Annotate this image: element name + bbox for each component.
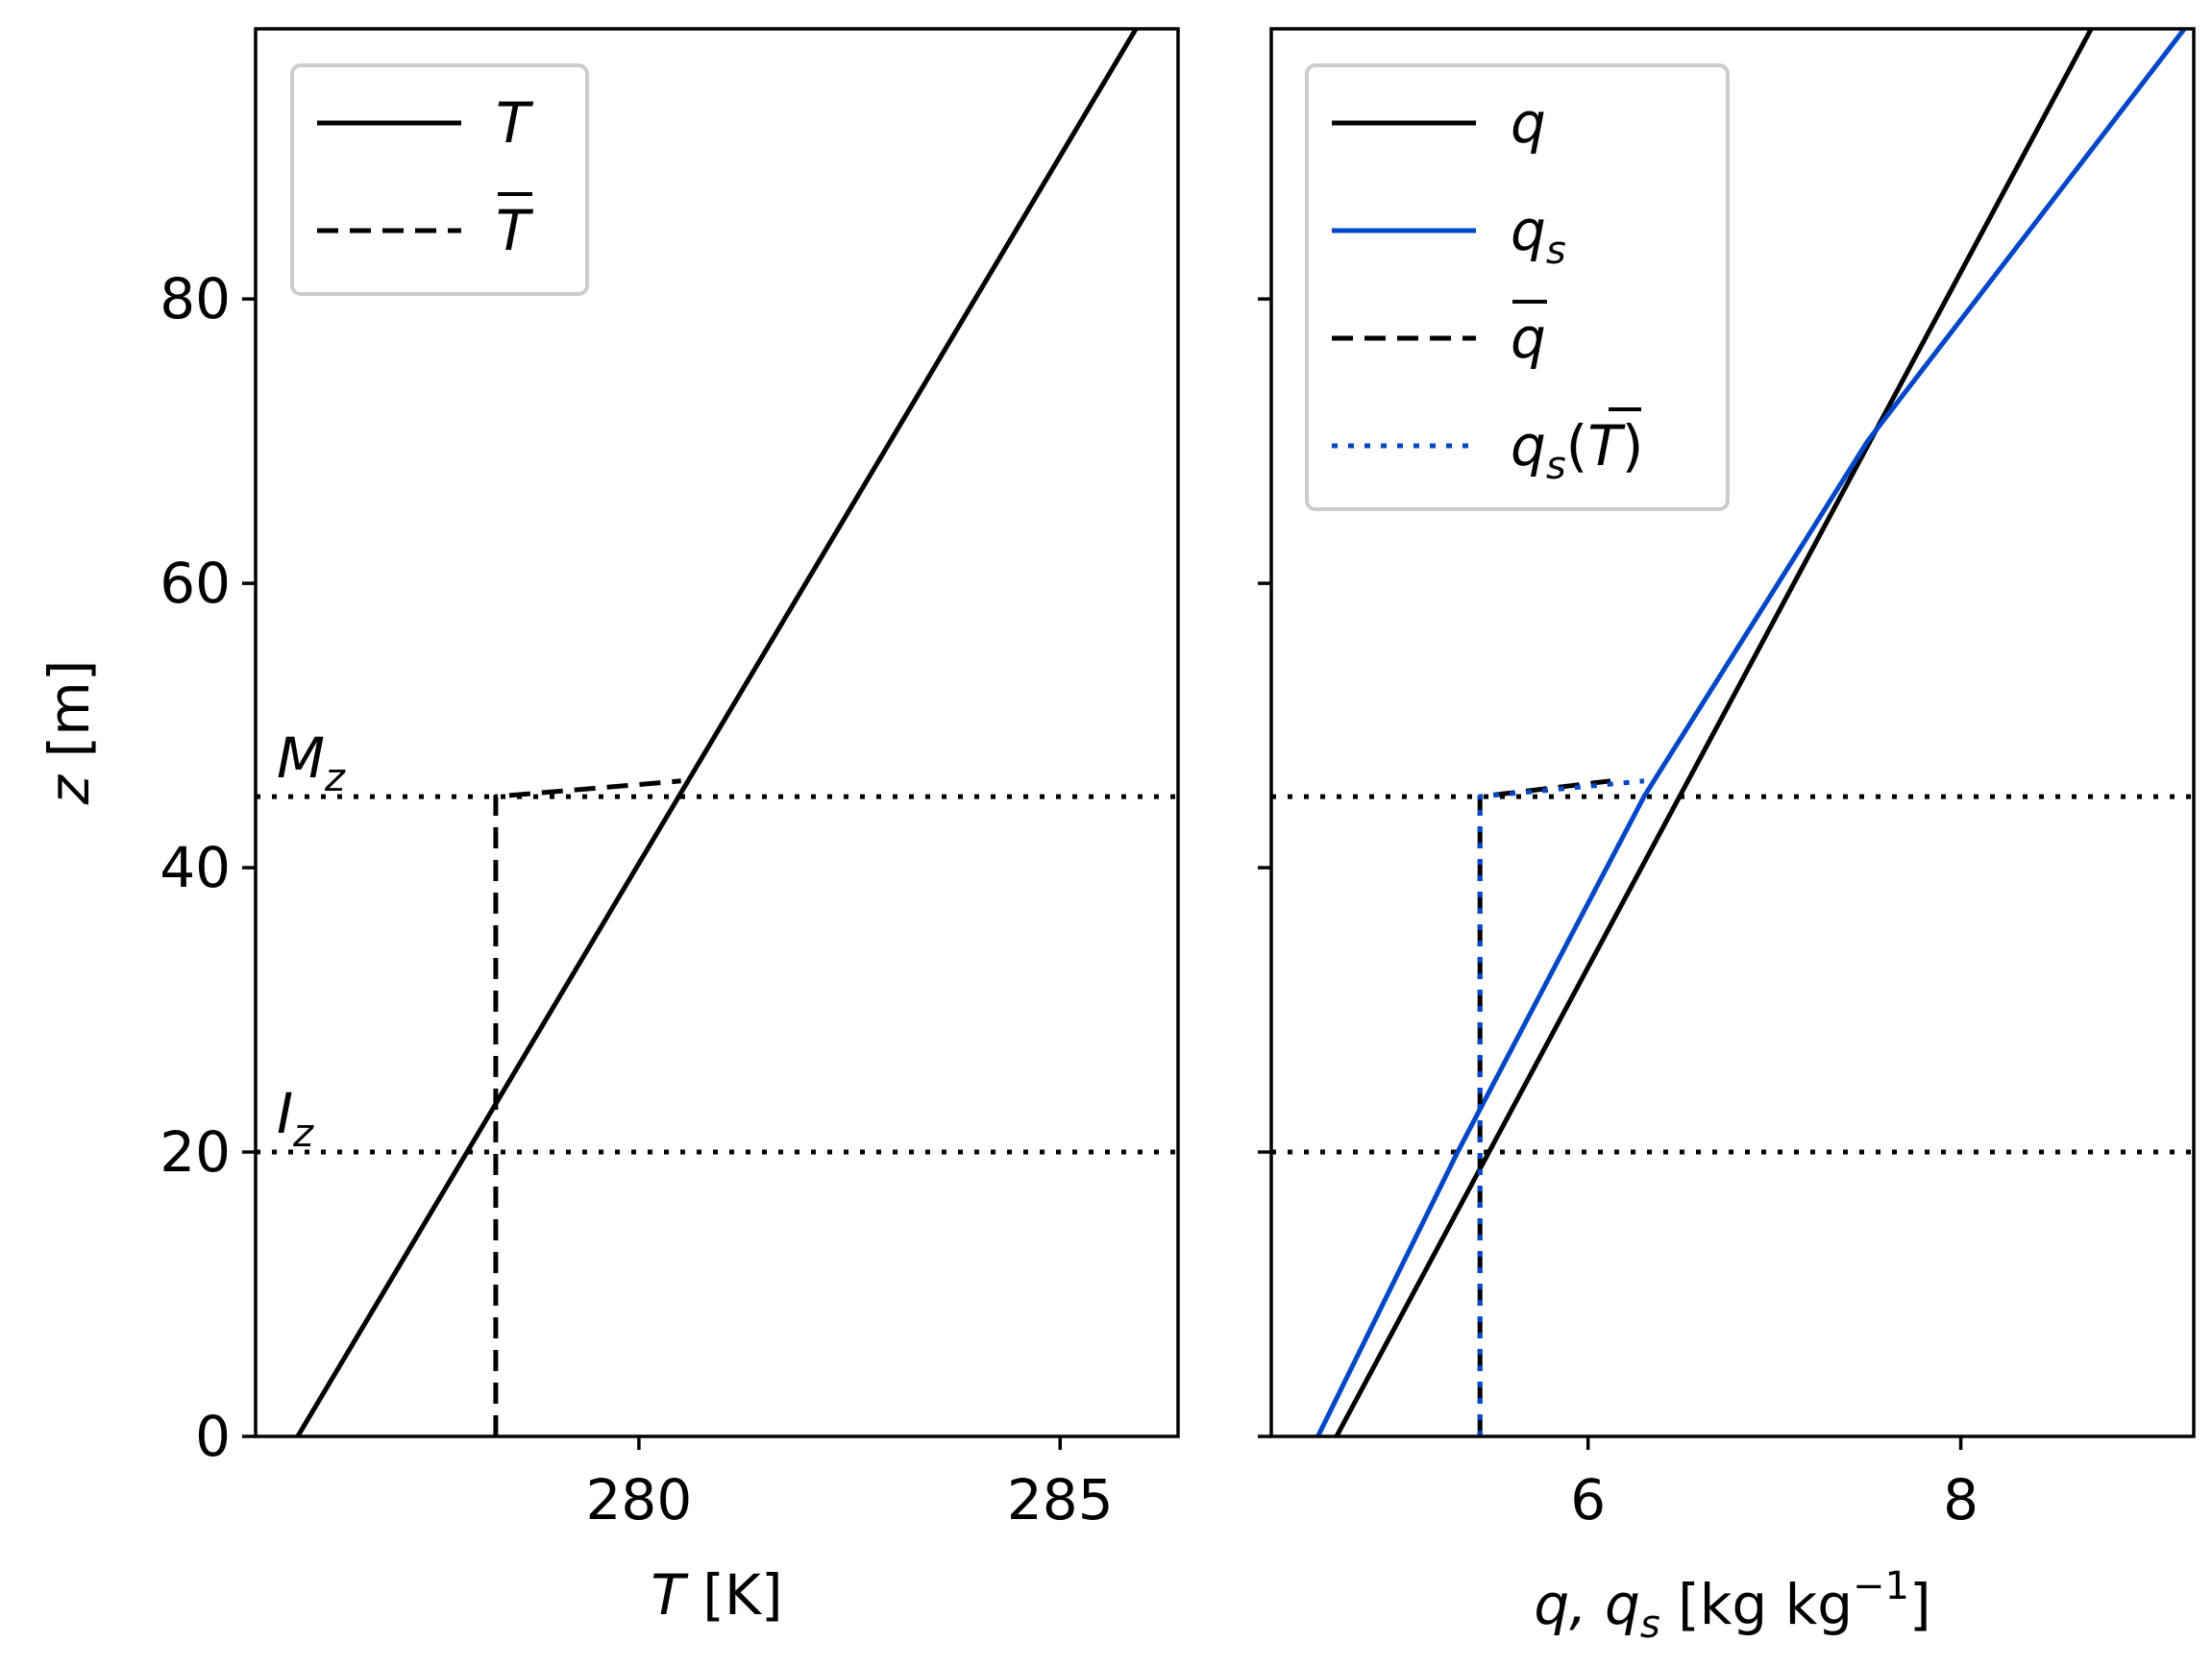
series-line-0: [1334, 29, 2094, 1436]
legend-humidity: q qs q qs(T): [1305, 63, 1730, 511]
legend-label: qs(T): [1511, 413, 1643, 488]
x-tick-label: 6: [1570, 1467, 1606, 1532]
legend-label: T: [496, 90, 534, 156]
x-tick-label: 280: [586, 1467, 693, 1532]
annotation-M: Mz: [277, 725, 346, 800]
legend-temperature: TT: [290, 63, 589, 296]
y-tick-label: 0: [195, 1404, 231, 1469]
series-line-2: [1477, 778, 1611, 1436]
panel-humidity: 6 8 q qs q qs(T) q, qs [kg kg−1]: [1258, 27, 2196, 1647]
legend-label: q: [1511, 90, 1546, 156]
series-line-3: [1477, 778, 1645, 1436]
annotation-I: Iz: [277, 1081, 314, 1156]
panel-temperature: 0 20 40 60 80 280 285 Mz Iz TT T [K] z [m]: [37, 27, 1180, 1628]
x-tick-label: 285: [1007, 1467, 1114, 1532]
x-tick-label: 8: [1943, 1467, 1979, 1532]
plot-area: [1271, 29, 2194, 1436]
legend-label: qs: [1511, 198, 1566, 273]
plot-area: [256, 29, 1178, 1436]
legend-frame: [290, 63, 589, 296]
y-tick-label: 60: [160, 551, 231, 616]
legend-label: q: [1511, 306, 1546, 371]
x-axis-label: T [K]: [651, 1562, 782, 1628]
y-axis-label: z [m]: [37, 660, 102, 806]
x-axis-label: q, qs [kg kg−1]: [1534, 1564, 1930, 1647]
y-tick-label: 80: [160, 266, 231, 331]
legend-label: T: [496, 198, 534, 263]
series-line-1: [493, 778, 681, 1436]
legend-frame: [1305, 63, 1730, 511]
series-line-0: [295, 29, 1139, 1436]
series-line-1: [1315, 29, 2187, 1436]
axes-frame: [1269, 27, 2196, 1438]
axes-frame: [254, 27, 1180, 1438]
y-tick-label: 20: [160, 1119, 231, 1185]
y-tick-label: 40: [160, 835, 231, 900]
